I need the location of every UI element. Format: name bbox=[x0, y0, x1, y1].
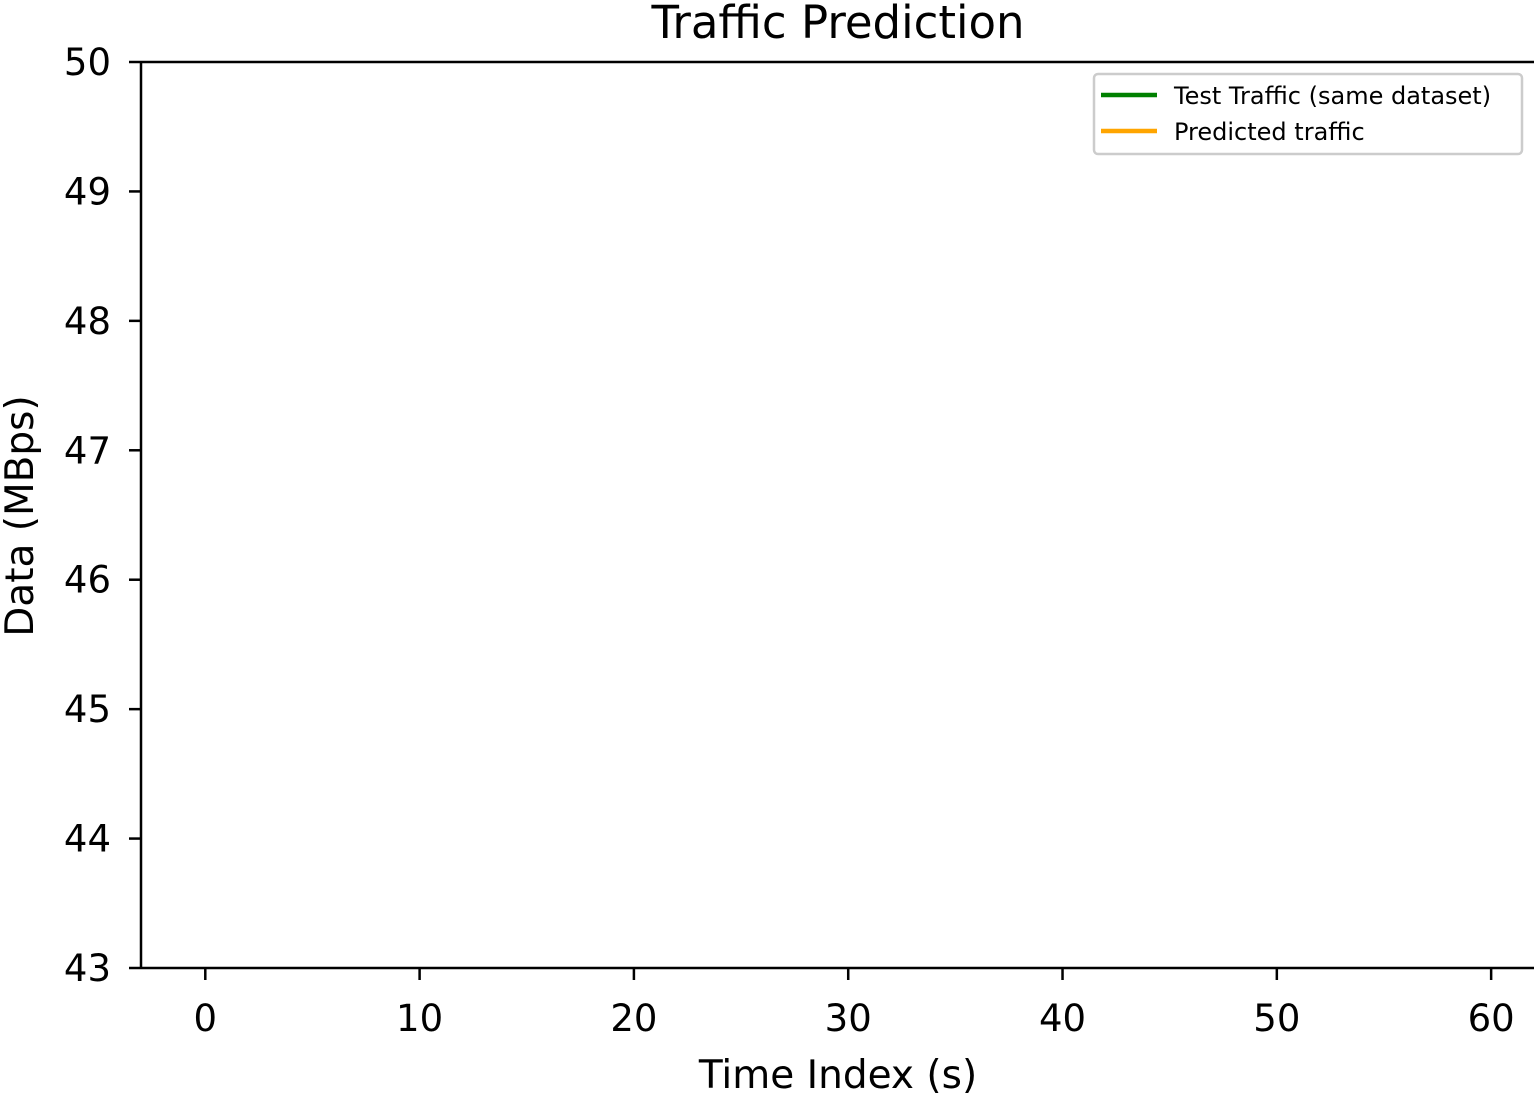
y-tick-label: 50 bbox=[64, 41, 111, 84]
y-tick-label: 48 bbox=[64, 300, 111, 343]
x-tick-label: 50 bbox=[1253, 997, 1300, 1040]
x-tick-label: 10 bbox=[396, 997, 443, 1040]
x-tick-label: 40 bbox=[1039, 997, 1086, 1040]
x-tick-label: 0 bbox=[194, 997, 218, 1040]
y-axis-ticks: 43 44 45 46 47 48 49 50 bbox=[64, 41, 141, 990]
x-tick-label: 30 bbox=[825, 997, 872, 1040]
legend-label: Predicted traffic bbox=[1174, 118, 1365, 146]
y-tick-label: 43 bbox=[64, 947, 111, 990]
y-tick-label: 46 bbox=[64, 559, 111, 602]
x-tick-label: 20 bbox=[610, 997, 657, 1040]
x-axis-ticks: 0 10 20 30 40 50 60 bbox=[194, 968, 1515, 1040]
y-tick-label: 45 bbox=[64, 688, 111, 731]
y-tick-label: 47 bbox=[64, 429, 111, 472]
y-tick-label: 44 bbox=[64, 818, 111, 861]
plot-area bbox=[139, 60, 1534, 970]
legend-frame bbox=[1092, 72, 1524, 156]
x-axis-label: Time Index (s) bbox=[698, 1053, 977, 1098]
x-tick-label: 60 bbox=[1468, 997, 1515, 1040]
chart-title: Traffic Prediction bbox=[650, 0, 1024, 49]
legend: Test Traffic (same dataset) Predicted tra… bbox=[1092, 72, 1524, 156]
legend-label: Test Traffic (same dataset) bbox=[1173, 82, 1491, 110]
y-axis-label: Data (MBps) bbox=[0, 395, 43, 636]
y-tick-label: 49 bbox=[64, 170, 111, 213]
